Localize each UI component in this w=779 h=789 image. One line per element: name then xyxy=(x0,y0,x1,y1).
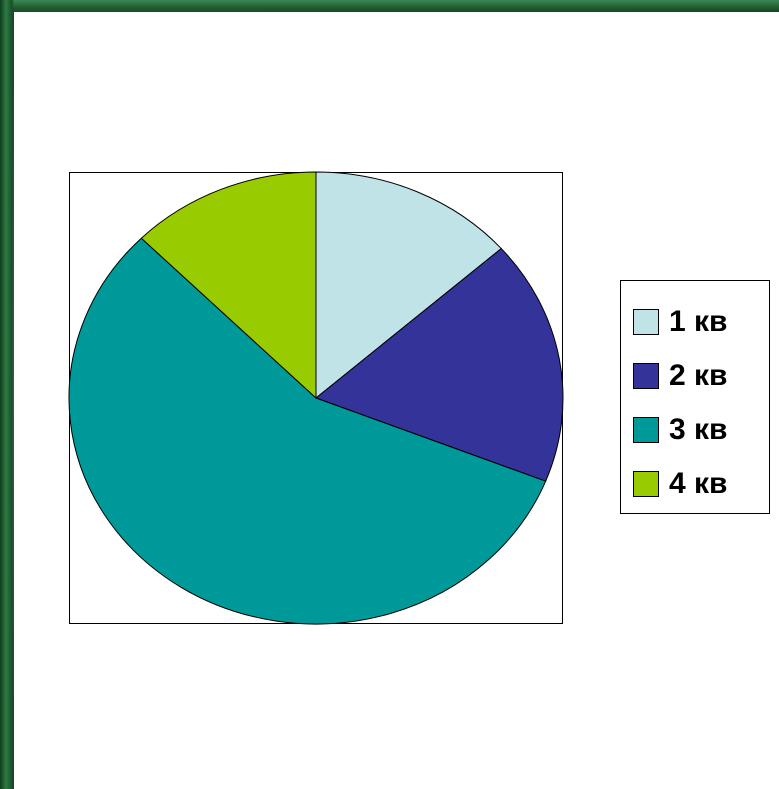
legend-label-2: 2 кв xyxy=(669,359,728,392)
legend-swatch-2 xyxy=(633,363,659,389)
legend-swatch-3 xyxy=(633,417,659,443)
legend-label-3: 3 кв xyxy=(669,413,728,446)
legend-label-1: 1 кв xyxy=(669,305,728,338)
legend-item-4: 4 кв xyxy=(633,457,769,511)
legend-swatch-4 xyxy=(633,471,659,497)
pie-chart xyxy=(68,171,564,625)
legend-item-1: 1 кв xyxy=(633,295,769,349)
legend-swatch-1 xyxy=(633,309,659,335)
legend-label-4: 4 кв xyxy=(669,467,728,500)
chart-legend: 1 кв 2 кв 3 кв 4 кв xyxy=(620,280,770,514)
pie-slice-4 xyxy=(140,171,317,400)
pie-slice-3 xyxy=(68,237,547,625)
legend-item-2: 2 кв xyxy=(633,349,769,403)
legend-item-3: 3 кв xyxy=(633,403,769,457)
pie-slice-2 xyxy=(314,247,564,482)
pie-slice-1 xyxy=(315,171,503,400)
